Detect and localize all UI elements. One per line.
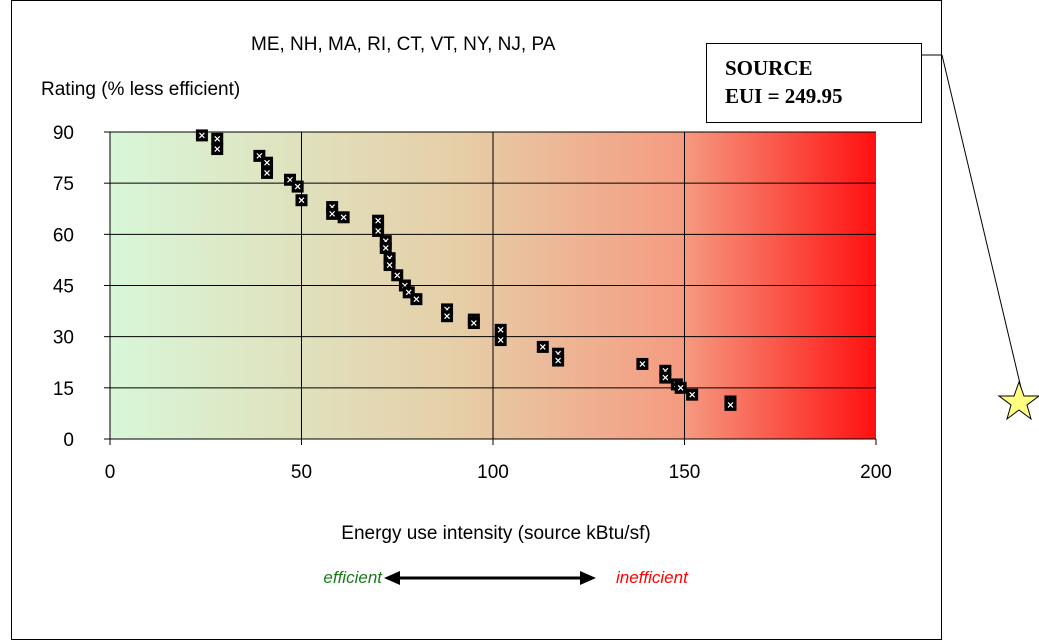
x-tick-label: 50 [291,462,312,483]
data-point [211,143,224,156]
data-point [552,354,565,367]
data-point [391,269,404,282]
tick-labels: 0 15 30 45 60 75 90 0 50 100 150 200 [53,123,892,483]
x-tick-label: 200 [860,462,892,483]
data-point [636,357,649,370]
x-tick-label: 150 [669,462,701,483]
y-tick-label: 90 [53,123,74,144]
data-point [261,156,274,169]
data-point [724,398,737,411]
x-axis-label: Energy use intensity (source kBtu/sf) [341,523,650,544]
callout-line-2: EUI = 249.95 [725,84,843,108]
callout-leader-line-diagonal [941,54,1023,393]
data-points [195,129,737,411]
callout-line-1: SOURCE [725,56,813,80]
data-point [372,224,385,237]
data-point [211,132,224,145]
x-tick-label: 100 [477,462,509,483]
data-point [379,241,392,254]
data-point [372,214,385,227]
y-tick-label: 75 [53,174,74,195]
inefficient-label: inefficient [616,568,689,587]
data-point [261,166,274,179]
data-point [337,211,350,224]
data-point [383,259,396,272]
data-point [195,129,208,142]
data-point [295,194,308,207]
y-tick-label: 0 [63,430,74,451]
data-point [494,323,507,336]
star-icon [997,380,1039,421]
data-point [467,317,480,330]
data-point [686,388,699,401]
efficient-label: efficient [323,568,383,587]
data-point [659,371,672,384]
data-point [674,381,687,394]
data-point [494,334,507,347]
data-point [326,207,339,220]
y-tick-label: 15 [53,379,74,400]
data-point [410,293,423,306]
data-point [291,180,304,193]
y-axis-label: Rating (% less efficient) [41,79,240,100]
y-tick-label: 45 [53,277,74,298]
chart-title: ME, NH, MA, RI, CT, VT, NY, NJ, PA [251,34,556,55]
data-point [536,340,549,353]
y-tick-label: 60 [53,225,74,246]
data-point [441,310,454,323]
y-tick-label: 30 [53,328,74,349]
x-tick-label: 0 [105,462,116,483]
source-eui-callout: SOURCE EUI = 249.95 [706,43,922,123]
efficiency-arrow [384,571,596,585]
chart-svg: ME, NH, MA, RI, CT, VT, NY, NJ, PA Ratin… [41,34,892,587]
